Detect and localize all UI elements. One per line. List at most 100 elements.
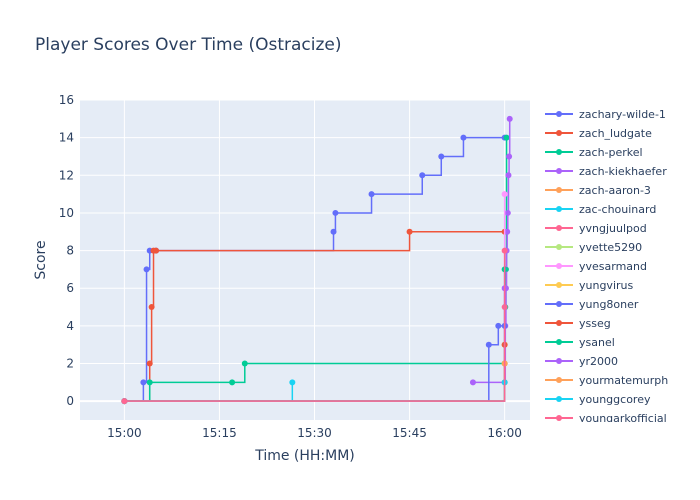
data-point bbox=[506, 115, 513, 122]
data-point bbox=[368, 191, 375, 198]
legend-swatch-marker bbox=[556, 396, 562, 402]
legend-item[interactable]: zach-perkel bbox=[545, 146, 643, 159]
legend-label: younggcorey bbox=[579, 393, 651, 406]
y-tick-label: 0 bbox=[66, 394, 74, 408]
legend-label: yvette5290 bbox=[579, 241, 642, 254]
legend-label: yvngjuulpod bbox=[579, 222, 647, 235]
legend-swatch-marker bbox=[556, 206, 562, 212]
legend-item[interactable]: yr2000 bbox=[545, 355, 618, 368]
legend-item[interactable]: yvette5290 bbox=[545, 241, 642, 254]
legend-swatch-marker bbox=[556, 377, 562, 383]
data-point bbox=[501, 191, 508, 198]
data-point bbox=[503, 134, 510, 141]
data-point bbox=[506, 153, 513, 160]
y-tick-label: 8 bbox=[66, 244, 74, 258]
data-point bbox=[438, 153, 445, 160]
legend-swatch-marker bbox=[556, 149, 562, 155]
x-tick-label: 15:15 bbox=[202, 426, 237, 440]
legend-swatch-marker bbox=[556, 130, 562, 136]
data-point bbox=[241, 360, 248, 367]
legend-label: yungvirus bbox=[579, 279, 633, 292]
legend-label: zach-aaron-3 bbox=[579, 184, 651, 197]
x-tick-label: 16:00 bbox=[487, 426, 522, 440]
x-axis-title: Time (HH:MM) bbox=[254, 448, 355, 464]
legend-label: youngarkofficial bbox=[579, 412, 667, 425]
data-point bbox=[485, 341, 492, 348]
data-point bbox=[289, 379, 296, 386]
data-point bbox=[146, 360, 153, 367]
legend-swatch-marker bbox=[556, 415, 562, 421]
y-tick-label: 4 bbox=[66, 319, 74, 333]
legend-label: zach-perkel bbox=[579, 146, 643, 159]
legend-item[interactable]: youngarkofficial bbox=[545, 412, 667, 425]
legend-item[interactable]: yvngjuulpod bbox=[545, 222, 647, 235]
x-tick-label: 15:00 bbox=[107, 426, 142, 440]
legend-label: ysseg bbox=[579, 317, 611, 330]
data-point bbox=[229, 379, 236, 386]
chart-title: Player Scores Over Time (Ostracize) bbox=[35, 35, 342, 55]
data-point bbox=[153, 247, 160, 254]
y-axis-title: Score bbox=[33, 240, 49, 279]
data-point bbox=[469, 379, 476, 386]
legend-item[interactable]: yung8oner bbox=[545, 298, 639, 311]
legend-swatch-marker bbox=[556, 358, 562, 364]
y-tick-label: 16 bbox=[59, 93, 74, 107]
legend-item[interactable]: younggcorey bbox=[545, 393, 651, 406]
legend-swatch-marker bbox=[556, 168, 562, 174]
legend-item[interactable]: ysanel bbox=[545, 336, 615, 349]
data-point bbox=[121, 398, 128, 405]
data-point bbox=[143, 266, 150, 273]
legend-label: zach_ludgate bbox=[579, 127, 652, 140]
legend-item[interactable]: yourmatemurph bbox=[545, 374, 668, 387]
legend-item[interactable]: zachary-wilde-1 bbox=[545, 108, 666, 121]
legend-label: zach-kiekhaefer bbox=[579, 165, 667, 178]
legend-label: yvesarmand bbox=[579, 260, 647, 273]
legend-item[interactable]: yvesarmand bbox=[545, 260, 647, 273]
data-point bbox=[330, 228, 337, 235]
data-point bbox=[495, 322, 502, 329]
legend-label: yourmatemurph bbox=[579, 374, 668, 387]
x-tick-label: 15:45 bbox=[392, 426, 427, 440]
legend-swatch-marker bbox=[556, 111, 562, 117]
legend[interactable]: zachary-wilde-1 zach_ludgate zach-perkel za… bbox=[545, 108, 668, 425]
data-point bbox=[146, 379, 153, 386]
legend-swatch-marker bbox=[556, 320, 562, 326]
legend-item[interactable]: zach-kiekhaefer bbox=[545, 165, 667, 178]
series-line bbox=[124, 250, 506, 402]
legend-label: zac-chouinard bbox=[579, 203, 656, 216]
data-point bbox=[501, 247, 508, 254]
series-layer bbox=[121, 115, 513, 405]
y-tick-label: 14 bbox=[59, 131, 74, 145]
legend-swatch-marker bbox=[556, 244, 562, 250]
data-point bbox=[148, 304, 155, 311]
data-point bbox=[505, 172, 512, 179]
series-youngarkofficial bbox=[121, 247, 508, 405]
data-point bbox=[504, 228, 511, 235]
data-point bbox=[332, 209, 339, 216]
legend-swatch-marker bbox=[556, 301, 562, 307]
legend-label: ysanel bbox=[579, 336, 615, 349]
y-tick-label: 10 bbox=[59, 206, 74, 220]
legend-label: zachary-wilde-1 bbox=[579, 108, 666, 121]
data-point bbox=[460, 134, 467, 141]
legend-item[interactable]: zac-chouinard bbox=[545, 203, 656, 216]
legend-item[interactable]: zach_ludgate bbox=[545, 127, 652, 140]
y-tick-label: 2 bbox=[66, 357, 74, 371]
x-tick-label: 15:30 bbox=[297, 426, 332, 440]
legend-swatch-marker bbox=[556, 187, 562, 193]
data-point bbox=[419, 172, 426, 179]
legend-swatch-marker bbox=[556, 263, 562, 269]
legend-swatch-marker bbox=[556, 339, 562, 345]
legend-label: yr2000 bbox=[579, 355, 618, 368]
data-point bbox=[140, 379, 147, 386]
data-point bbox=[406, 228, 413, 235]
y-axis-ticks: 0 2 4 6 8 10 12 14 16 bbox=[59, 93, 74, 408]
y-tick-label: 12 bbox=[59, 168, 74, 182]
legend-item[interactable]: zach-aaron-3 bbox=[545, 184, 651, 197]
legend-item[interactable]: ysseg bbox=[545, 317, 611, 330]
legend-item[interactable]: yungvirus bbox=[545, 279, 633, 292]
data-point bbox=[504, 209, 511, 216]
legend-swatch-marker bbox=[556, 282, 562, 288]
x-axis-ticks: 15:00 15:15 15:30 15:45 16:00 bbox=[107, 426, 522, 440]
